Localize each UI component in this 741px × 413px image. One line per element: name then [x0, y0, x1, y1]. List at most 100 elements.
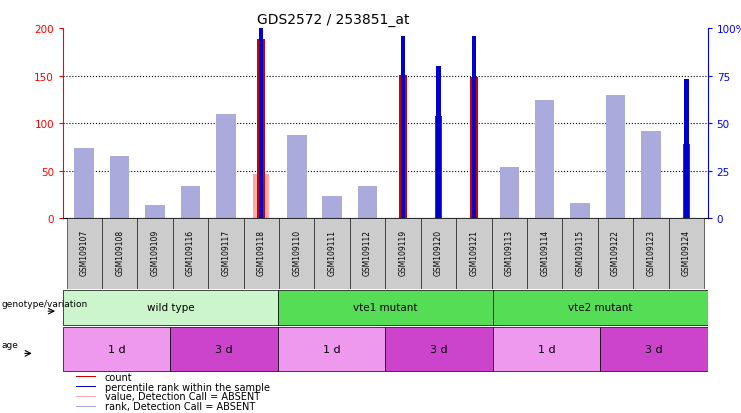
Bar [257, 40, 265, 219]
Bar [76, 376, 96, 377]
Bar [359, 216, 376, 219]
Bar [385, 219, 421, 289]
Bar [322, 196, 342, 219]
Text: count: count [105, 372, 133, 382]
Bar [170, 327, 278, 371]
Bar [600, 327, 708, 371]
Bar [572, 212, 588, 219]
Text: GSM109109: GSM109109 [150, 230, 159, 275]
Text: 3 d: 3 d [645, 344, 662, 354]
Bar [493, 290, 708, 325]
Bar [385, 327, 493, 371]
Bar [491, 219, 527, 289]
Bar [63, 327, 170, 371]
Bar [76, 406, 96, 407]
Bar [75, 149, 94, 219]
Bar [421, 219, 456, 289]
Text: vte1 mutant: vte1 mutant [353, 303, 418, 313]
Bar [350, 219, 385, 289]
Bar [67, 219, 102, 289]
Bar [216, 114, 236, 219]
Bar [684, 80, 688, 219]
Text: rank, Detection Call = ABSENT: rank, Detection Call = ABSENT [105, 401, 255, 411]
Text: GSM109107: GSM109107 [80, 230, 89, 275]
Text: vte2 mutant: vte2 mutant [568, 303, 633, 313]
Bar [399, 76, 407, 219]
Bar [502, 194, 517, 219]
Bar [470, 78, 478, 219]
Text: 3 d: 3 d [431, 344, 448, 354]
Bar [401, 36, 405, 219]
Text: GSM109122: GSM109122 [611, 230, 620, 275]
Bar [571, 204, 590, 219]
Title: GDS2572 / 253851_at: GDS2572 / 253851_at [257, 12, 410, 26]
Bar [643, 188, 659, 219]
Text: GSM109113: GSM109113 [505, 230, 514, 275]
Bar [181, 187, 200, 219]
Bar [279, 219, 314, 289]
Bar [536, 184, 553, 219]
Bar [472, 36, 476, 219]
Bar [456, 219, 491, 289]
Bar [110, 156, 130, 219]
Text: age: age [1, 340, 18, 349]
Bar [499, 168, 519, 219]
Bar [102, 219, 137, 289]
Bar [253, 174, 269, 219]
Bar [259, 21, 264, 219]
Text: 3 d: 3 d [216, 344, 233, 354]
Bar [208, 219, 244, 289]
Bar [278, 290, 493, 325]
Bar [112, 212, 127, 219]
Bar [434, 116, 442, 219]
Text: GSM109117: GSM109117 [222, 230, 230, 275]
Bar [314, 219, 350, 289]
Bar [147, 216, 163, 219]
Text: 1 d: 1 d [538, 344, 555, 354]
Text: GSM109119: GSM109119 [399, 230, 408, 275]
Bar [562, 219, 598, 289]
Text: GSM109111: GSM109111 [328, 230, 336, 275]
Bar [63, 290, 278, 325]
Bar [325, 214, 340, 219]
Bar [634, 219, 668, 289]
Bar [173, 219, 208, 289]
Text: wild type: wild type [147, 303, 194, 313]
Bar [289, 198, 305, 219]
Text: 1 d: 1 d [108, 344, 125, 354]
Text: 1 d: 1 d [323, 344, 340, 354]
Text: genotype/variation: genotype/variation [1, 299, 87, 309]
Text: GSM109112: GSM109112 [363, 230, 372, 275]
Bar [606, 95, 625, 219]
Bar [668, 219, 704, 289]
Text: GSM109116: GSM109116 [186, 230, 195, 275]
Text: GSM109108: GSM109108 [115, 230, 124, 275]
Bar [641, 131, 661, 219]
Bar [182, 215, 199, 219]
Bar [76, 386, 96, 387]
Text: GSM109115: GSM109115 [576, 230, 585, 275]
Bar [598, 219, 634, 289]
Text: percentile rank within the sample: percentile rank within the sample [105, 382, 270, 392]
Bar [287, 135, 307, 219]
Text: GSM109114: GSM109114 [540, 230, 549, 275]
Bar [436, 67, 441, 219]
Bar [358, 187, 377, 219]
Bar [137, 219, 173, 289]
Bar [527, 219, 562, 289]
Text: GSM109121: GSM109121 [469, 230, 479, 275]
Bar [493, 327, 600, 371]
Text: GSM109124: GSM109124 [682, 230, 691, 275]
Bar [535, 101, 554, 219]
Bar [682, 145, 691, 219]
Bar [76, 209, 92, 219]
Text: GSM109118: GSM109118 [257, 230, 266, 275]
Text: GSM109120: GSM109120 [434, 230, 443, 275]
Text: GSM109110: GSM109110 [292, 230, 302, 275]
Text: GSM109123: GSM109123 [646, 230, 656, 275]
Text: value, Detection Call = ABSENT: value, Detection Call = ABSENT [105, 392, 260, 401]
Bar [76, 396, 96, 397]
Bar [145, 206, 165, 219]
Bar [244, 219, 279, 289]
Bar [218, 172, 234, 219]
